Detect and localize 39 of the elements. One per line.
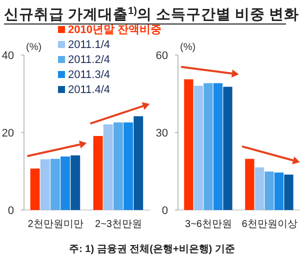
y-tick-label: 40 bbox=[2, 50, 14, 62]
bar bbox=[254, 167, 264, 210]
bar bbox=[274, 172, 284, 210]
x-tick-label: 6천만원이상 bbox=[242, 219, 298, 230]
legend-label: 2011.3/4 bbox=[68, 69, 110, 81]
bar bbox=[30, 168, 40, 210]
chart-title: 신규취급 가계대출$^{1)}$의 소득구간별 비중 변화 bbox=[4, 6, 300, 23]
x-tick-label: 2천만원미만 bbox=[28, 219, 84, 230]
bar bbox=[40, 159, 50, 210]
legend-label: 2011.1/4 bbox=[68, 39, 110, 51]
bar bbox=[194, 86, 204, 210]
bar bbox=[134, 116, 144, 210]
y-tick-label: 60 bbox=[156, 50, 168, 62]
bar bbox=[124, 122, 134, 210]
bar bbox=[264, 172, 274, 210]
y-tick-label: 0 bbox=[8, 205, 14, 217]
bar bbox=[184, 79, 194, 210]
bar bbox=[213, 83, 223, 210]
y-tick-label: 0 bbox=[162, 205, 168, 217]
bar bbox=[113, 122, 123, 210]
bar bbox=[70, 155, 80, 210]
bar bbox=[223, 86, 232, 210]
y-axis-title: (%) bbox=[26, 42, 42, 53]
legend-label: 2011.4/4 bbox=[68, 84, 110, 96]
legend-label: 2011.2/4 bbox=[68, 54, 110, 66]
y-axis-title: (%) bbox=[180, 42, 196, 53]
x-tick-label: 3~6천만원 bbox=[185, 219, 232, 230]
bar bbox=[103, 124, 113, 210]
y-tick-label: 20 bbox=[2, 128, 14, 140]
x-tick-label: 2~3천만원 bbox=[95, 219, 142, 230]
bar bbox=[50, 158, 60, 210]
bar bbox=[204, 83, 213, 210]
bar bbox=[60, 156, 70, 210]
legend-label: 2010년말 잔액비중 bbox=[68, 24, 162, 36]
y-tick-label: 30 bbox=[156, 128, 168, 140]
text: 주: 1) 금융권 전체(은행+비은행) 기준 bbox=[69, 244, 235, 255]
bar bbox=[284, 174, 294, 210]
bar bbox=[245, 158, 254, 210]
bar bbox=[93, 136, 103, 210]
